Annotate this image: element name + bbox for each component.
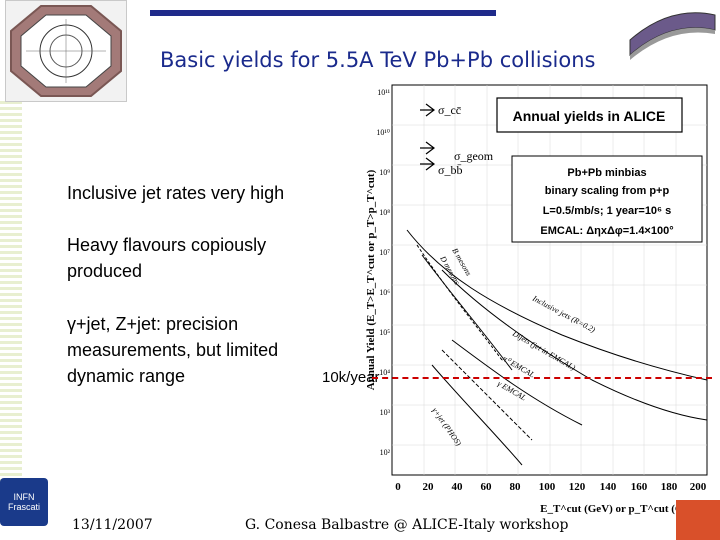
left-decorative-stripe: [0, 100, 22, 500]
y-axis-label: Annual Yield (E_T>E_T^cut or p_T>p_T^cut…: [365, 169, 377, 390]
infn-frascati-logo: INFN Frascati: [0, 478, 48, 526]
bullet-inclusive-jets: Inclusive jet rates very high: [67, 183, 285, 203]
x-tick: 140: [600, 481, 617, 493]
info-line: Pb+Pb minbias: [567, 167, 646, 179]
plot-title: Annual yields in ALICE: [513, 108, 666, 124]
sigma-bb-label: σ_bb̄: [438, 163, 462, 177]
frascati-logo-text: Frascati: [7, 502, 40, 512]
y-tick: 10¹⁰: [376, 128, 390, 137]
x-tick: 100: [539, 481, 556, 493]
y-tick: 10⁵: [379, 328, 390, 337]
footer-date: 13/11/2007: [72, 517, 153, 533]
y-tick: 10¹¹: [377, 88, 390, 97]
x-tick: 80: [510, 481, 522, 493]
sigma-geom-label: σ_geom: [454, 149, 494, 163]
y-tick: 10⁶: [379, 288, 390, 297]
x-tick: 60: [481, 481, 493, 493]
y-tick: 10⁹: [379, 168, 390, 177]
x-tick: 40: [452, 481, 464, 493]
x-tick: 180: [661, 481, 678, 493]
x-tick: 120: [569, 481, 586, 493]
slide-title: Basic yields for 5.5A TeV Pb+Pb collisio…: [160, 48, 596, 72]
detector-logo: [5, 0, 127, 102]
info-line: L=0.5/mb/s; 1 year=10⁶ s: [543, 205, 672, 217]
annual-rate-cut-line: [372, 377, 712, 379]
emcal-module-image: [620, 0, 720, 68]
info-line: EMCAL: ΔηxΔφ=1.4×100°: [540, 225, 673, 237]
x-tick: 200: [690, 481, 707, 493]
y-tick: 10⁴: [379, 368, 390, 377]
annual-yields-plot: 10¹¹ 10¹⁰ 10⁹ 10⁸ 10⁷ 10⁶ 10⁵ 10⁴ 10³ 10…: [362, 80, 712, 520]
corner-thumbnail-image: [676, 500, 720, 540]
footer-author: G. Conesa Balbastre @ ALICE-Italy worksh…: [245, 517, 569, 533]
x-axis-label: E_T^cut (GeV) or p_T^cut (GeV/c): [540, 503, 708, 515]
y-tick: 10⁷: [379, 248, 390, 257]
y-tick: 10²: [380, 448, 391, 457]
info-line: binary scaling from p+p: [545, 185, 670, 197]
x-tick: 160: [631, 481, 648, 493]
bullet-gamma-jet: γ+jet, Z+jet: precision measurements, bu…: [67, 314, 279, 386]
y-tick: 10³: [380, 408, 391, 417]
top-accent-bar: [150, 10, 496, 16]
infn-logo-text: INFN: [13, 492, 35, 502]
bullet-heavy-flavours: Heavy flavours copiously produced: [67, 235, 267, 281]
y-tick: 10⁸: [379, 208, 390, 217]
sigma-cc-label: σ_cc̄: [438, 103, 461, 117]
x-tick: 20: [423, 481, 435, 493]
x-tick: 0: [395, 481, 401, 493]
annual-rate-marker-label: 10k/year: [322, 369, 380, 386]
